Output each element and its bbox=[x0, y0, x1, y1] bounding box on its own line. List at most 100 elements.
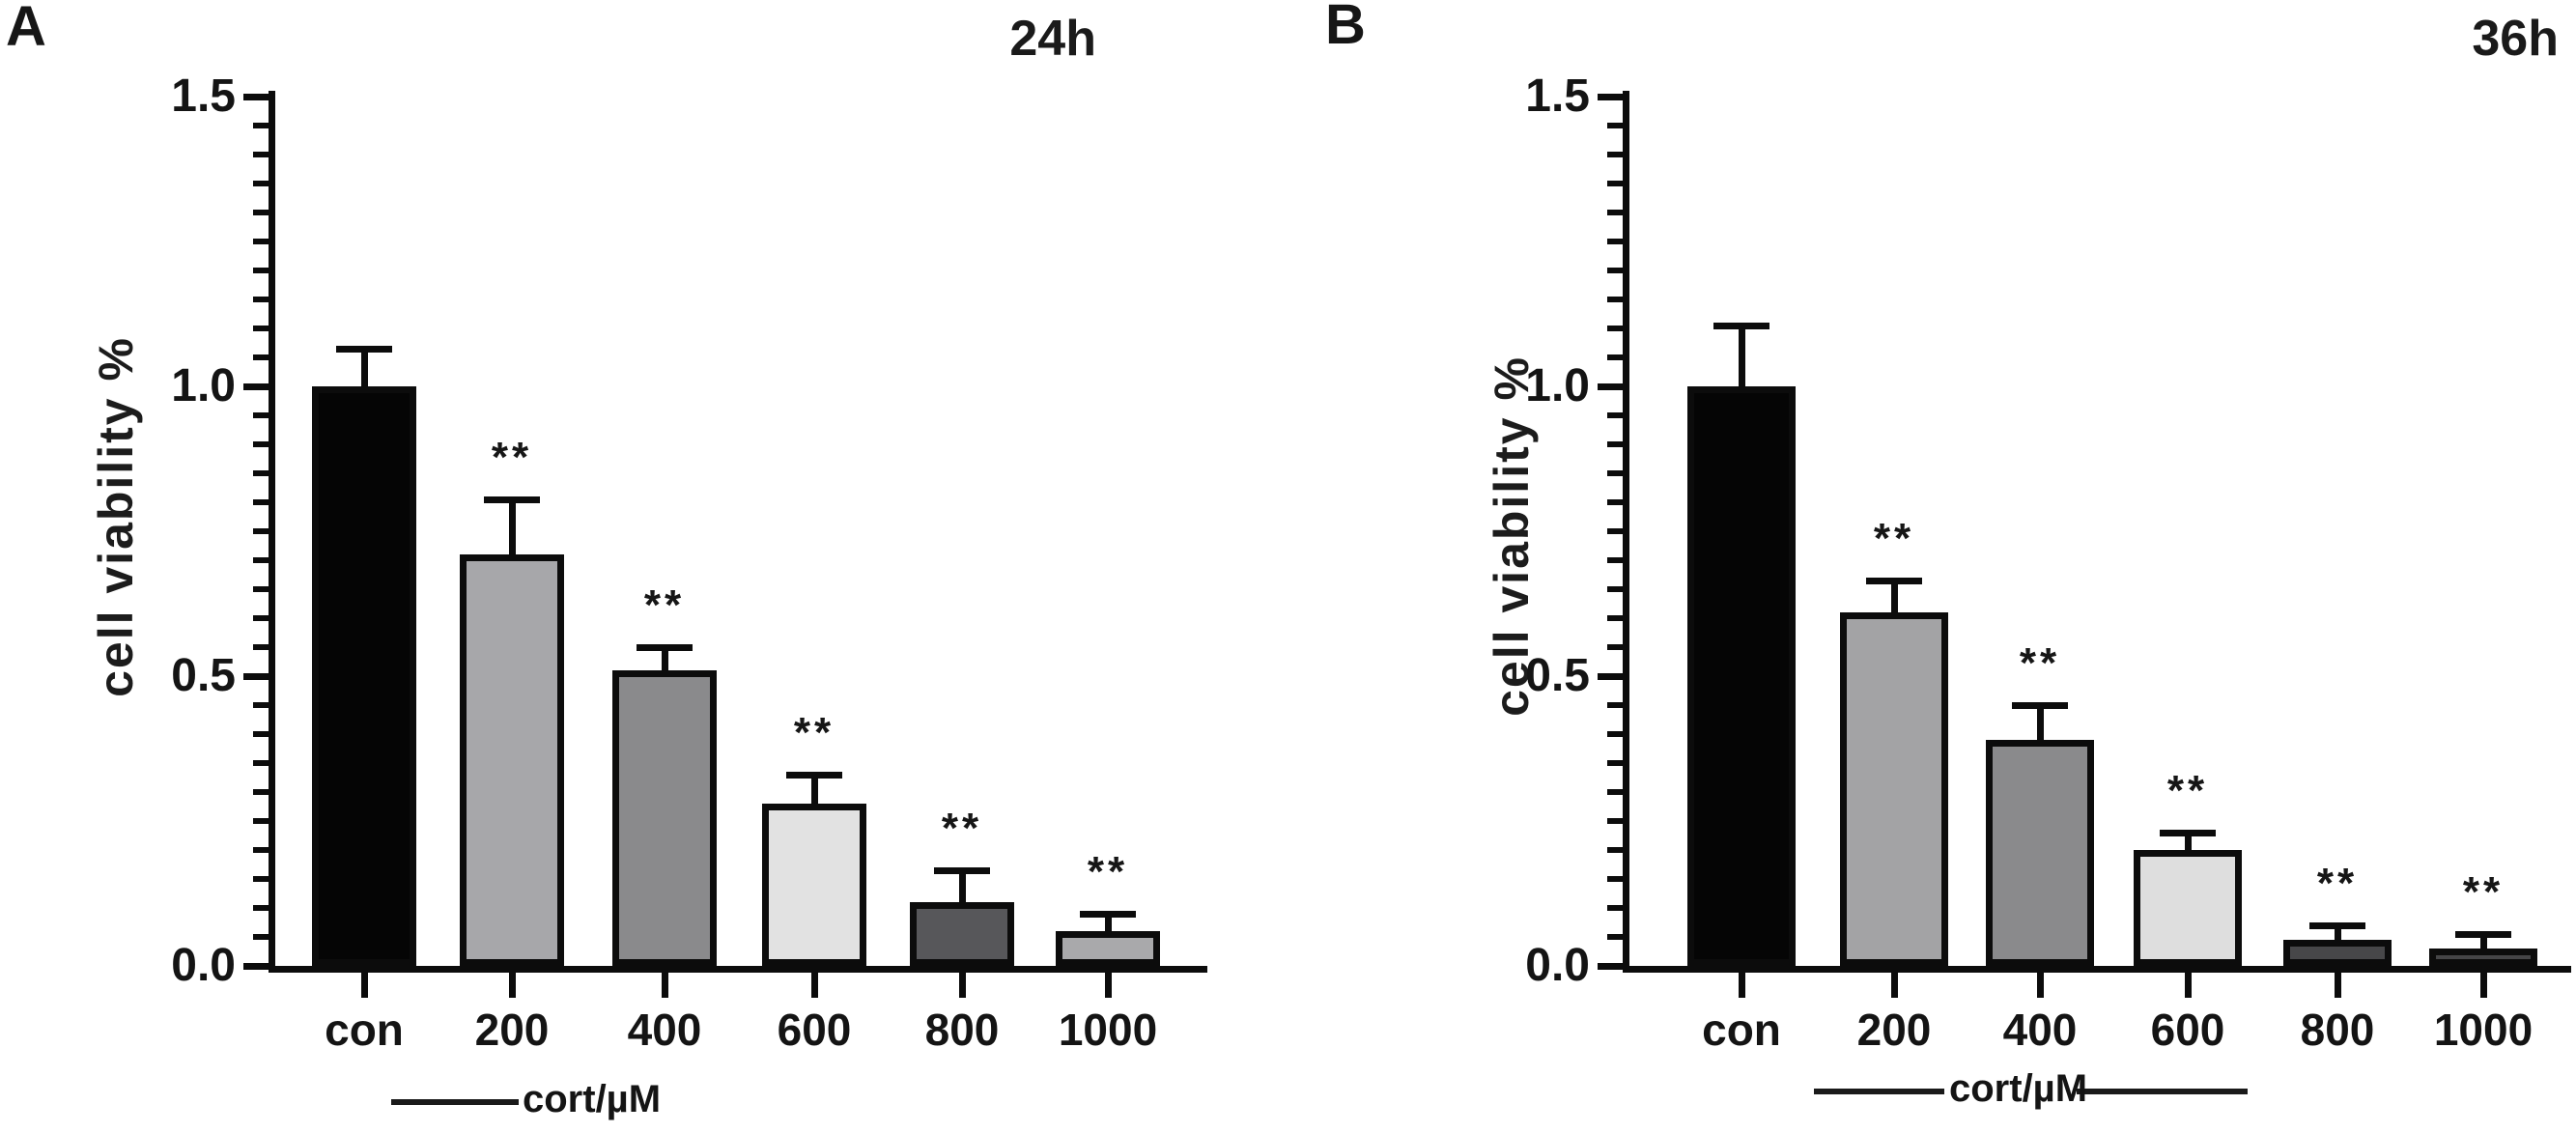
significance-label: ** bbox=[491, 434, 533, 481]
x-tick-label: con bbox=[1702, 1005, 1781, 1055]
x-axis-line bbox=[269, 966, 1207, 973]
significance-label: ** bbox=[2462, 868, 2505, 916]
y-tick-label: 0.0 bbox=[1525, 940, 1590, 991]
y-minor-tick bbox=[253, 702, 269, 708]
y-minor-tick bbox=[253, 789, 269, 795]
y-minor-tick bbox=[253, 412, 269, 418]
y-minor-tick bbox=[1607, 441, 1623, 447]
y-minor-tick bbox=[1607, 152, 1623, 157]
x-tick-label: 400 bbox=[627, 1005, 702, 1055]
significance-label: ** bbox=[2166, 767, 2209, 814]
bar bbox=[460, 554, 564, 966]
x-tick bbox=[1105, 973, 1112, 998]
y-minor-tick bbox=[253, 123, 269, 128]
y-minor-tick bbox=[1607, 297, 1623, 302]
x-axis-title-line bbox=[2077, 1089, 2248, 1094]
bar bbox=[762, 804, 866, 966]
y-minor-tick bbox=[253, 760, 269, 766]
x-axis-title: cort/µM bbox=[1949, 1067, 2088, 1110]
x-tick-label: con bbox=[325, 1005, 404, 1055]
panel-title: 24h bbox=[1009, 11, 1096, 67]
y-major-tick bbox=[243, 963, 269, 970]
x-tick bbox=[2185, 973, 2192, 998]
error-bar-stem bbox=[2335, 922, 2341, 955]
x-axis-title-line bbox=[1814, 1089, 1944, 1094]
x-tick-label: 600 bbox=[777, 1005, 852, 1055]
y-minor-tick bbox=[1607, 470, 1623, 476]
y-axis-title: cell viability % bbox=[1485, 355, 1539, 717]
bar bbox=[1687, 386, 1796, 966]
x-tick bbox=[959, 973, 966, 998]
y-minor-tick bbox=[1607, 412, 1623, 418]
significance-label: ** bbox=[941, 805, 983, 852]
x-tick-label: 600 bbox=[2150, 1005, 2225, 1055]
panel-title: 36h bbox=[2472, 11, 2559, 67]
y-minor-tick bbox=[253, 528, 269, 534]
significance-label: ** bbox=[2316, 860, 2359, 907]
y-minor-tick bbox=[1607, 731, 1623, 737]
y-minor-tick bbox=[253, 934, 269, 940]
significance-label: ** bbox=[643, 581, 686, 629]
y-tick-label: 1.5 bbox=[1525, 71, 1590, 122]
error-bar-cap bbox=[2309, 922, 2365, 929]
y-minor-tick bbox=[1607, 557, 1623, 563]
x-tick-label: 200 bbox=[474, 1005, 550, 1055]
error-bar-stem bbox=[2037, 702, 2044, 755]
y-minor-tick bbox=[253, 499, 269, 505]
y-minor-tick bbox=[1607, 615, 1623, 621]
significance-label: ** bbox=[2019, 639, 2061, 687]
error-bar-cap bbox=[786, 772, 842, 779]
error-bar-cap bbox=[2160, 830, 2216, 836]
y-major-tick bbox=[1598, 383, 1623, 390]
bar bbox=[2429, 949, 2537, 966]
y-minor-tick bbox=[1607, 847, 1623, 853]
x-axis-title-line bbox=[391, 1099, 519, 1105]
y-major-tick bbox=[243, 383, 269, 390]
y-minor-tick bbox=[253, 181, 269, 186]
bar bbox=[1056, 931, 1160, 966]
y-minor-tick bbox=[253, 818, 269, 824]
y-minor-tick bbox=[1607, 268, 1623, 273]
bar bbox=[312, 386, 416, 966]
y-minor-tick bbox=[253, 441, 269, 447]
y-minor-tick bbox=[253, 326, 269, 331]
significance-label: ** bbox=[1873, 515, 1915, 562]
x-tick-label: 1000 bbox=[1058, 1005, 1158, 1055]
y-axis-line bbox=[269, 91, 275, 973]
significance-label: ** bbox=[793, 709, 835, 756]
error-bar-stem bbox=[1891, 578, 1898, 628]
x-tick-label: 800 bbox=[924, 1005, 1000, 1055]
x-axis-title: cort/µM bbox=[523, 1078, 662, 1120]
error-bar-stem bbox=[959, 867, 966, 918]
y-minor-tick bbox=[253, 731, 269, 737]
bar bbox=[910, 902, 1014, 966]
x-tick bbox=[2480, 973, 2487, 998]
y-axis-line bbox=[1623, 91, 1629, 973]
y-minor-tick bbox=[1607, 326, 1623, 331]
y-minor-tick bbox=[1607, 239, 1623, 244]
y-tick-label: 0.0 bbox=[171, 940, 236, 991]
y-major-tick bbox=[1598, 963, 1623, 970]
error-bar-stem bbox=[811, 772, 818, 819]
error-bar-cap bbox=[2012, 702, 2068, 709]
y-minor-tick bbox=[1607, 123, 1623, 128]
x-tick bbox=[361, 973, 368, 998]
y-minor-tick bbox=[253, 297, 269, 302]
panel-letter: A bbox=[6, 0, 46, 58]
y-minor-tick bbox=[1607, 702, 1623, 708]
error-bar-stem bbox=[2185, 830, 2192, 865]
error-bar-stem bbox=[1739, 323, 1745, 402]
y-minor-tick bbox=[1607, 210, 1623, 215]
y-minor-tick bbox=[253, 557, 269, 563]
x-tick-label: 800 bbox=[2300, 1005, 2375, 1055]
y-minor-tick bbox=[253, 644, 269, 650]
y-tick-label: 0.5 bbox=[171, 650, 236, 701]
x-tick bbox=[811, 973, 818, 998]
panel-letter: B bbox=[1325, 0, 1366, 56]
error-bar-stem bbox=[2480, 931, 2487, 964]
y-minor-tick bbox=[253, 905, 269, 911]
y-minor-tick bbox=[253, 615, 269, 621]
